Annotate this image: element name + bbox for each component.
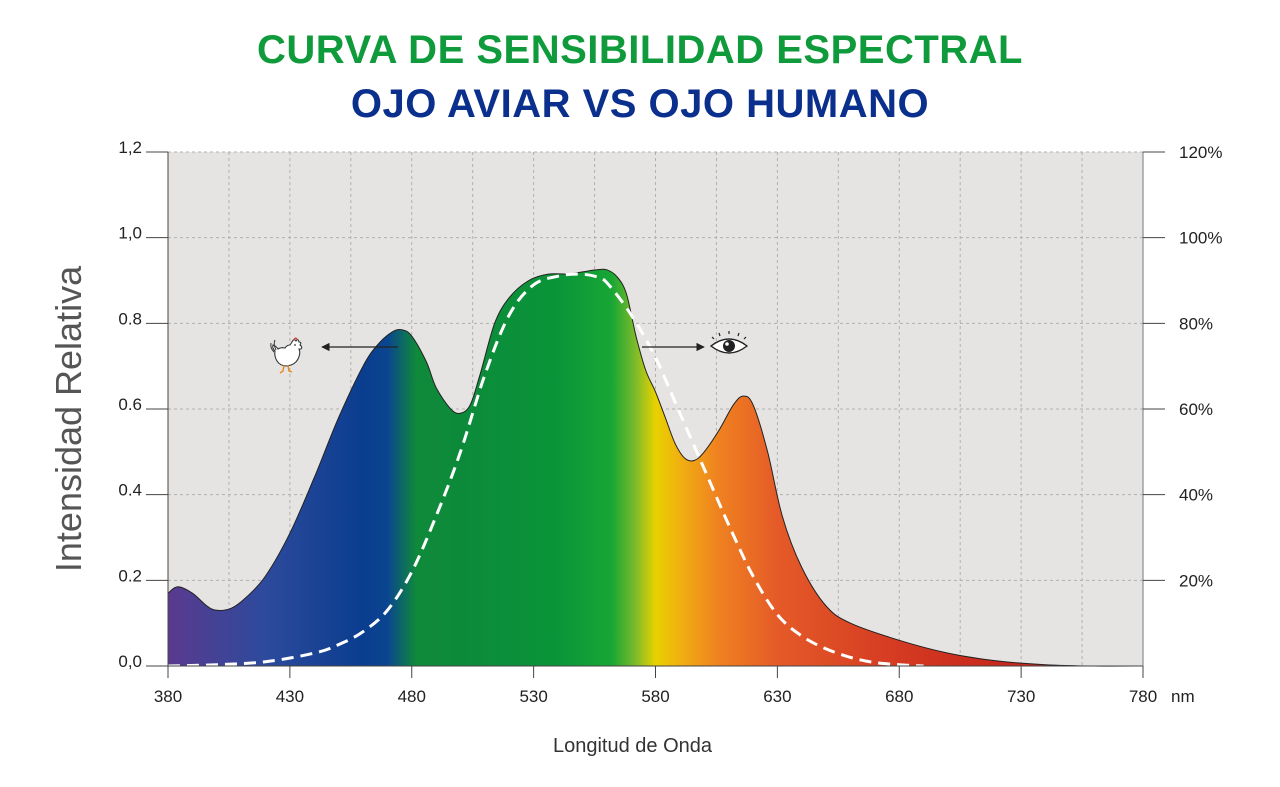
chart-title: CURVA DE SENSIBILIDAD ESPECTRAL (257, 28, 1023, 72)
x-axis-ticks: 380 430 480 530 580 630 680 730 780 (154, 666, 1157, 706)
y-tick-label-right: 40% (1179, 486, 1213, 505)
rooster-icon (270, 337, 303, 374)
avian-annotation (270, 337, 398, 374)
avian-sensitivity-area (167, 268, 1144, 667)
x-tick-label: 530 (519, 687, 547, 706)
y-tick-label-right: 60% (1179, 400, 1213, 419)
x-tick-label: 680 (885, 687, 913, 706)
human-sensitivity-curve (167, 272, 924, 668)
y-tick-label-right: 80% (1179, 314, 1213, 333)
y-tick-label-left: 0.2 (118, 566, 142, 585)
y-axis-right-ticks: 20% 40% 60% 80% 100% 120% (1143, 143, 1222, 590)
y-tick-label-right: 120% (1179, 143, 1222, 162)
y-tick-label-left: 0.6 (118, 395, 142, 414)
y-tick-label-right: 100% (1179, 229, 1222, 248)
x-tick-label: 430 (276, 687, 304, 706)
y-tick-label-left: 1,0 (118, 224, 142, 243)
y-tick-label-left: 0.4 (118, 481, 142, 500)
x-tick-label: 780 (1129, 687, 1157, 706)
y-axis-left-ticks: 0,0 0.2 0.4 0.6 0.8 1,0 1,2 (118, 138, 168, 671)
x-tick-label: 480 (398, 687, 426, 706)
x-tick-label: 630 (763, 687, 791, 706)
x-tick-label: 380 (154, 687, 182, 706)
y-tick-label-right: 20% (1179, 571, 1213, 590)
human-annotation (642, 331, 749, 354)
chart-subtitle: OJO AVIAR VS OJO HUMANO (350, 82, 930, 126)
y-axis-label: Intensidad Relativa (48, 265, 89, 572)
eye-icon (709, 331, 749, 354)
x-tick-label: 730 (1007, 687, 1035, 706)
x-axis-unit: nm (1171, 687, 1195, 706)
x-tick-label: 580 (641, 687, 669, 706)
y-tick-label-left: 0.8 (118, 309, 142, 328)
y-tick-label-left: 0,0 (118, 652, 142, 671)
x-axis-label: Longitud de Onda (553, 735, 713, 757)
y-tick-label-left: 1,2 (118, 138, 142, 157)
